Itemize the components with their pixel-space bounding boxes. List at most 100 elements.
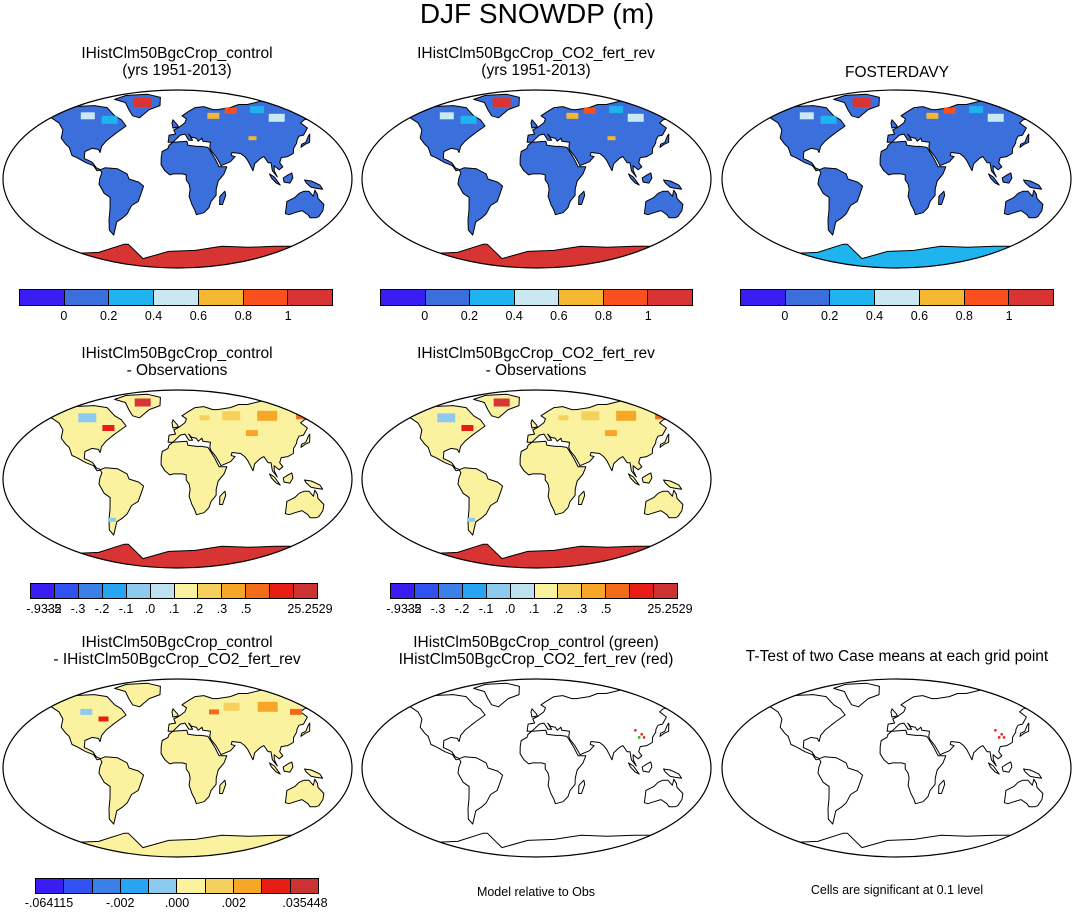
continent-namerica (387, 405, 486, 472)
map-panel-green-red-overlay (361, 678, 712, 858)
continent-uk (530, 119, 538, 129)
significant-cell (998, 736, 1001, 739)
grid-cell-cluster (460, 115, 477, 124)
continent-borneo (1001, 172, 1013, 184)
continent-japan (300, 133, 311, 148)
continent-samerica (98, 167, 145, 236)
continent-japan (300, 722, 311, 737)
continent-uk (530, 708, 538, 718)
continent-japan (659, 133, 670, 148)
colorbar-swatch-1 (64, 879, 93, 893)
colorbar-tick-label: .035448 (282, 896, 328, 910)
continent-sumatra (988, 173, 1000, 186)
continent-sumatra (988, 762, 1000, 775)
colorbar-abs-3 (740, 289, 1054, 306)
colorbar-tick-label: 0.4 (144, 309, 163, 323)
grid-cell-cluster (223, 702, 240, 711)
continent-namerica (28, 694, 127, 761)
grid-cell-cluster (627, 113, 644, 122)
colorbar-swatch-0 (36, 879, 65, 893)
colorbar-swatch-1 (54, 584, 79, 598)
grid-cell-cluster (969, 106, 984, 114)
grid-cell-cluster (583, 107, 596, 114)
grid-cell-cluster (296, 412, 311, 420)
continent-sumatra (628, 473, 640, 486)
continent-namerica (28, 105, 127, 172)
continent-borneo (641, 761, 653, 773)
colorbar-swatch-0 (20, 290, 65, 305)
panel-title-6: IHistClm50BgcCrop_control - IHistClm50Bgc… (53, 634, 301, 668)
colorbar-tick-label: 25.2529 (287, 602, 333, 616)
continent-madagascar (578, 779, 586, 794)
grid-cell-cluster (926, 112, 939, 119)
grid-cell-cluster (466, 517, 475, 522)
continent-sumatra (628, 173, 640, 186)
colorbar-swatch-6 (534, 584, 559, 598)
continent-madagascar (578, 490, 586, 505)
map-panel-control-minus-co2 (2, 678, 353, 858)
continent-africa (160, 440, 228, 516)
continent-uk (530, 419, 538, 429)
continent-borneo (1001, 761, 1013, 773)
grid-cell-cluster (199, 415, 210, 421)
colorbar-tick-label: 0.2 (460, 309, 479, 323)
colorbar-tick-label: .002 (221, 896, 246, 910)
continent-sumatra (628, 762, 640, 775)
colorbar-tick-label: 1 (644, 309, 652, 323)
continent-borneo (641, 172, 653, 184)
colorbar-swatch-2 (438, 584, 463, 598)
grid-cell-cluster (820, 115, 837, 124)
colorbar-swatch-1 (414, 584, 439, 598)
colorbar-swatch-2 (830, 290, 876, 305)
continent-australia (643, 189, 684, 219)
significant-cell (1000, 733, 1003, 736)
colorbar-swatch-5 (243, 290, 289, 305)
grid-cell-cluster (439, 112, 454, 120)
map-panel-co2-minus-obs (361, 389, 712, 569)
colorbar-tick-label: .2 (192, 602, 204, 616)
colorbar-swatch-5 (603, 290, 649, 305)
continent-eurasia (886, 689, 1059, 767)
colorbar-tick-label: 0.6 (910, 309, 929, 323)
colorbar-swatch-7 (558, 584, 583, 598)
grid-cell-cluster (566, 112, 579, 119)
grid-cell-cluster (248, 136, 257, 141)
colorbar-tick-label: -.5 (406, 602, 422, 616)
colorbar-swatch-6 (648, 290, 693, 305)
colorbar-tick-label: 0.6 (550, 309, 568, 323)
colorbar-tick-label: 1 (284, 309, 292, 323)
map-border (2, 389, 353, 569)
continent-samerica (457, 467, 504, 536)
continent-samerica (98, 467, 145, 536)
colorbar-tick-label: 0 (60, 309, 68, 323)
continent-uk (171, 419, 179, 429)
map-border (361, 678, 712, 858)
colorbar-swatch-4 (126, 584, 151, 598)
colorbar-swatch-3 (102, 584, 127, 598)
grid-cell-cluster (461, 425, 474, 431)
continent-africa (160, 140, 228, 216)
continent-namerica (747, 105, 846, 172)
grid-cell-cluster (107, 517, 116, 522)
colorbar-diff-case-labels: -.064115 -.002 .000 .002 .035448 (25, 896, 328, 912)
colorbar-tick-label: -.5 (46, 602, 62, 616)
colorbar-tick-label: .0 (504, 602, 516, 616)
grid-cell-cluster (616, 410, 637, 421)
colorbar-swatch-4 (149, 879, 178, 893)
grid-cell-cluster (295, 108, 308, 115)
colorbar-tick-label: 0.4 (505, 309, 523, 323)
continent-borneo (282, 172, 294, 184)
continent-uk (890, 708, 898, 718)
continent-madagascar (219, 779, 227, 794)
colorbar-tick-label: 0.8 (234, 309, 252, 323)
panel-title-3: FOSTERDAVY (845, 64, 949, 81)
colorbar-tick-label: 0.8 (594, 309, 613, 323)
grid-cell-cluster (98, 716, 109, 722)
colorbar-abs-1-labels: 0 0.2 0.4 0.6 0.8 1 (19, 309, 333, 325)
significant-cell (638, 736, 641, 739)
colorbar-swatch-0 (741, 290, 786, 305)
panel-title-5: IHistClm50BgcCrop_CO2_fert_rev - Observat… (417, 345, 655, 379)
grid-cell-cluster (222, 411, 241, 421)
continent-madagascar (938, 190, 946, 205)
map-border (361, 389, 712, 569)
